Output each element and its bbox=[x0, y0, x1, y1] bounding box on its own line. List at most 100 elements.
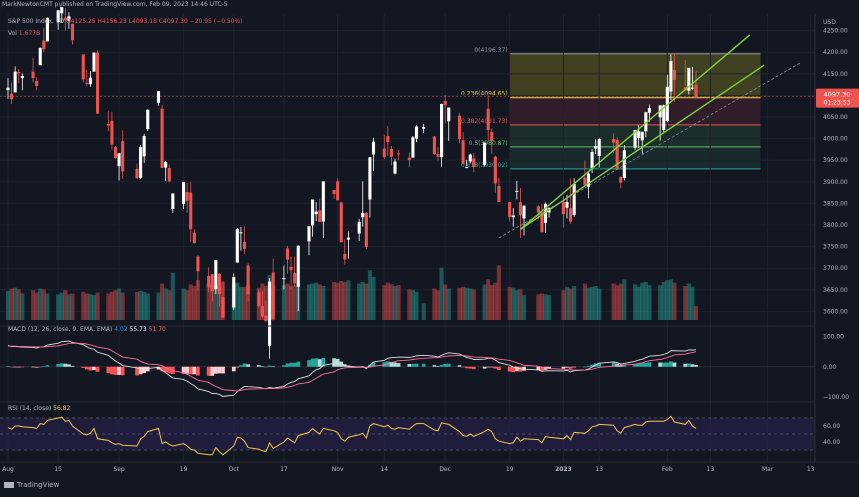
macd-histogram-bar bbox=[264, 366, 268, 368]
macd-histogram-bar bbox=[618, 365, 623, 367]
candle-body bbox=[260, 306, 264, 317]
trendlines[interactable] bbox=[498, 34, 801, 239]
volume-bar bbox=[317, 284, 322, 320]
volume-bar bbox=[156, 292, 161, 320]
price-tick-label: 4250.00 bbox=[823, 28, 848, 35]
volume-bar bbox=[181, 288, 186, 320]
volume-bar bbox=[561, 290, 566, 320]
candle-body bbox=[192, 232, 196, 244]
candle-body bbox=[687, 67, 691, 91]
volume-bar bbox=[536, 294, 541, 320]
volume-bar bbox=[59, 292, 64, 320]
candle-body bbox=[264, 315, 268, 322]
fib-zone bbox=[509, 146, 761, 169]
tradingview-logo[interactable]: TradingView bbox=[4, 481, 59, 489]
volume-bar bbox=[31, 290, 36, 320]
candle-body bbox=[88, 77, 92, 85]
candle-body bbox=[407, 157, 411, 161]
macd-histogram-bar bbox=[210, 366, 215, 376]
volume-bar bbox=[113, 290, 118, 320]
volume-bar bbox=[439, 267, 444, 320]
macd-histogram-bar bbox=[6, 366, 10, 367]
macd-tick-label: −100.00 bbox=[823, 394, 849, 401]
macd-histogram-bar bbox=[393, 362, 397, 367]
volume-bar bbox=[192, 286, 197, 320]
volume-bar bbox=[618, 283, 623, 320]
symbol-name: S&P 500 Index, 1D bbox=[8, 18, 65, 25]
volume-bar bbox=[496, 265, 501, 320]
volume-bar bbox=[88, 294, 93, 320]
currency-label: USD bbox=[823, 19, 836, 26]
macd-histogram-bar bbox=[84, 366, 89, 370]
candle-body bbox=[6, 87, 10, 91]
candle-body bbox=[13, 71, 17, 93]
candle-body bbox=[20, 75, 24, 79]
macd-histogram-bar bbox=[181, 366, 186, 374]
candle-body bbox=[332, 190, 336, 194]
candle-body bbox=[160, 108, 164, 168]
volume-bar bbox=[56, 294, 61, 320]
candle-body bbox=[518, 202, 522, 216]
candle-body bbox=[371, 141, 376, 155]
candle-body bbox=[586, 173, 591, 187]
grid bbox=[0, 14, 815, 462]
candle-body bbox=[282, 278, 286, 280]
macd-histogram-bar bbox=[658, 362, 663, 367]
price-tick-label: 3600.00 bbox=[823, 308, 848, 315]
macd-histogram-bar bbox=[31, 366, 35, 368]
volume-bar bbox=[514, 290, 519, 320]
candle-body bbox=[411, 137, 415, 158]
volume-bar bbox=[665, 280, 670, 320]
time-tick-label: Oct bbox=[229, 466, 240, 473]
macd-histogram-bar bbox=[113, 366, 118, 375]
volume-bar bbox=[306, 284, 312, 320]
macd-histogram-bar bbox=[411, 364, 415, 367]
price-tick-label: 3850.00 bbox=[823, 200, 848, 207]
macd-histogram-bar bbox=[239, 365, 243, 367]
volume-bar bbox=[70, 293, 75, 320]
macd-histogram-bar bbox=[694, 364, 698, 367]
volume-bar bbox=[170, 272, 175, 320]
candle-body bbox=[42, 40, 46, 50]
macd-histogram-bar bbox=[647, 362, 652, 367]
volume-bar bbox=[690, 286, 695, 320]
volume-bar bbox=[643, 281, 648, 320]
price-tick-label: 4150.00 bbox=[823, 71, 848, 78]
volume-bar bbox=[414, 291, 419, 320]
volume-bar bbox=[360, 281, 365, 320]
macd-histogram-bar bbox=[34, 366, 39, 368]
volume-bar bbox=[84, 293, 89, 320]
macd-histogram-bar bbox=[260, 366, 265, 368]
macd-histogram-bar bbox=[206, 366, 211, 376]
volume-bar bbox=[593, 286, 598, 320]
macd-label: MACD (12, 26, close, 9, EMA, EMA) bbox=[8, 326, 113, 333]
macd-histogram-bar bbox=[167, 366, 172, 374]
volume-bar bbox=[611, 283, 616, 320]
volume-bar bbox=[489, 285, 494, 320]
candle-body bbox=[242, 241, 247, 249]
macd-histogram-bar bbox=[81, 366, 86, 368]
macd-tick-label: 100.00 bbox=[823, 334, 844, 341]
macd-histogram-bar bbox=[110, 366, 114, 375]
macd-histogram-bar bbox=[468, 366, 473, 369]
volume-bar bbox=[163, 288, 168, 320]
macd-tick-label: 0.00 bbox=[823, 364, 837, 371]
support-trendline bbox=[519, 34, 751, 230]
macd-histogram-bar bbox=[142, 366, 147, 374]
time-tick-label: Feb bbox=[662, 466, 673, 473]
volume-bar bbox=[16, 289, 21, 320]
volume-bar bbox=[120, 292, 125, 320]
macd-histogram-bar bbox=[389, 361, 394, 367]
volume-bar bbox=[13, 287, 18, 320]
volume-bar bbox=[622, 279, 627, 320]
macd-histogram-bar bbox=[339, 361, 344, 367]
volume-bar bbox=[568, 288, 573, 320]
volume-bar bbox=[342, 281, 347, 320]
volume-bar bbox=[672, 282, 677, 320]
dashed-trendline bbox=[498, 62, 801, 239]
volume-bar bbox=[661, 281, 666, 320]
macd-histogram-bar bbox=[583, 366, 587, 368]
volume-legend: Vol 1.677B bbox=[8, 30, 40, 37]
macd-histogram-bar bbox=[88, 366, 93, 371]
